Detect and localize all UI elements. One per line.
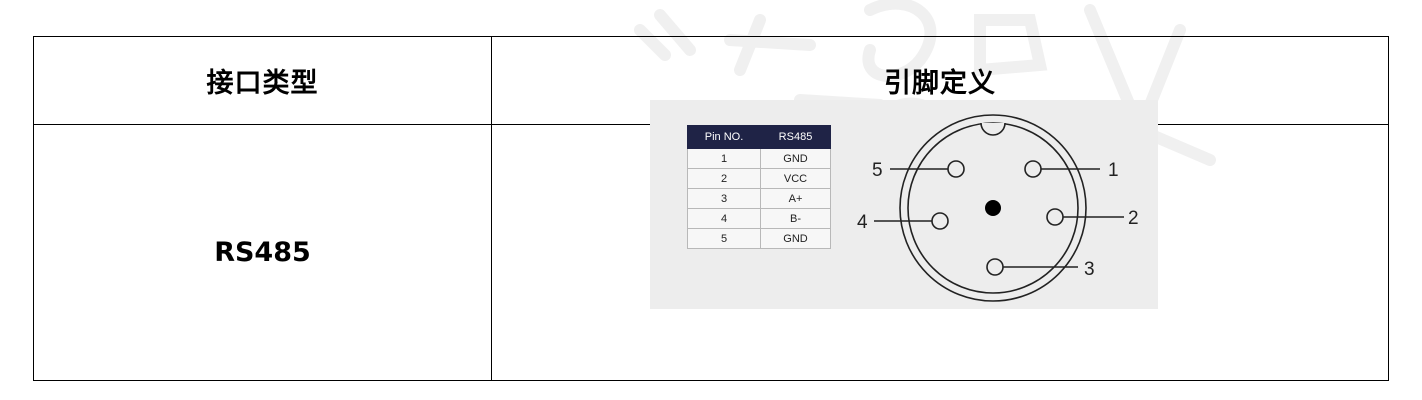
pin-3-label: 3 <box>1084 259 1095 280</box>
pin-number: 2 <box>687 168 761 189</box>
pin-2-label: 2 <box>1128 208 1139 229</box>
interface-type-value: RS485 <box>214 237 311 268</box>
pin-table-header-row: Pin NO. RS485 <box>687 125 831 149</box>
pin-definition-figure: Pin NO. RS485 1 GND 2 VCC 3 A+ 4 B- 5 <box>650 100 1158 309</box>
pin-2-socket <box>1046 208 1064 226</box>
pin-4-socket <box>931 212 949 230</box>
header-pin-definition-label: 引脚定义 <box>884 68 996 99</box>
header-interface-type: 接口类型 <box>34 37 491 124</box>
pin-signal: B- <box>760 208 831 229</box>
connector-key-notch <box>980 122 1006 136</box>
pin-table-row: 5 GND <box>687 228 831 249</box>
pin-table-header-rs485: RS485 <box>760 125 831 149</box>
pin-signal: A+ <box>760 188 831 209</box>
pin-signal: GND <box>760 148 831 169</box>
pin-5-socket <box>947 160 965 178</box>
pin-number: 3 <box>687 188 761 209</box>
pin-4-label: 4 <box>857 212 868 233</box>
pin-1-label: 1 <box>1108 160 1119 181</box>
pin-number: 1 <box>687 148 761 169</box>
pin-number: 5 <box>687 228 761 249</box>
pin-table-row: 2 VCC <box>687 168 831 189</box>
pin-1-socket <box>1024 160 1042 178</box>
pin-table-row: 4 B- <box>687 208 831 229</box>
cell-interface-type: RS485 <box>34 125 491 380</box>
pin-table-row: 3 A+ <box>687 188 831 209</box>
pin-signal: VCC <box>760 168 831 189</box>
pin-3-socket <box>986 258 1004 276</box>
pin-table-header-pin-no: Pin NO. <box>687 125 761 149</box>
pin-table-row: 1 GND <box>687 148 831 169</box>
pin-5-label: 5 <box>872 160 883 181</box>
pin-table: Pin NO. RS485 1 GND 2 VCC 3 A+ 4 B- 5 <box>687 125 831 249</box>
pin-signal: GND <box>760 228 831 249</box>
header-interface-type-label: 接口类型 <box>206 68 319 99</box>
pin-number: 4 <box>687 208 761 229</box>
column-divider <box>491 37 492 380</box>
connector-center-dot <box>985 200 1001 216</box>
connector-pinout-diagram: 1 2 3 4 5 <box>857 114 1139 302</box>
